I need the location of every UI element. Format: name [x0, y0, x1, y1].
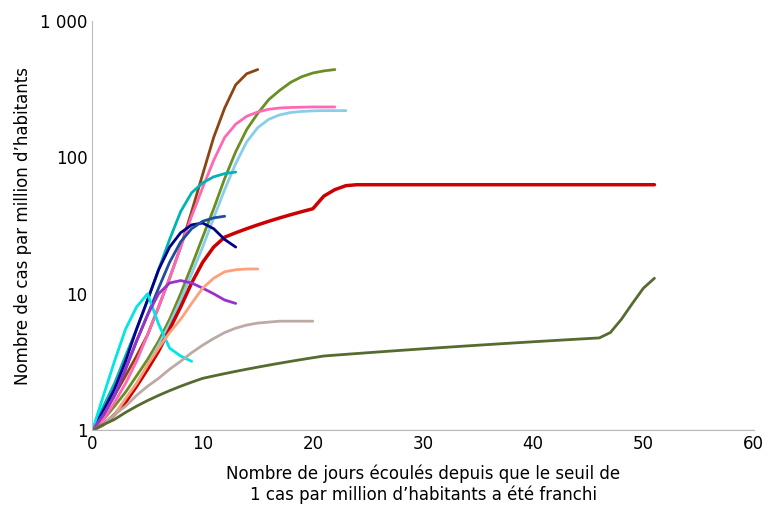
- X-axis label: Nombre de jours écoulés depuis que le seuil de
1 cas par million d’habitants a é: Nombre de jours écoulés depuis que le se…: [226, 464, 620, 504]
- Y-axis label: Nombre de cas par million d’habitants: Nombre de cas par million d’habitants: [14, 67, 32, 384]
